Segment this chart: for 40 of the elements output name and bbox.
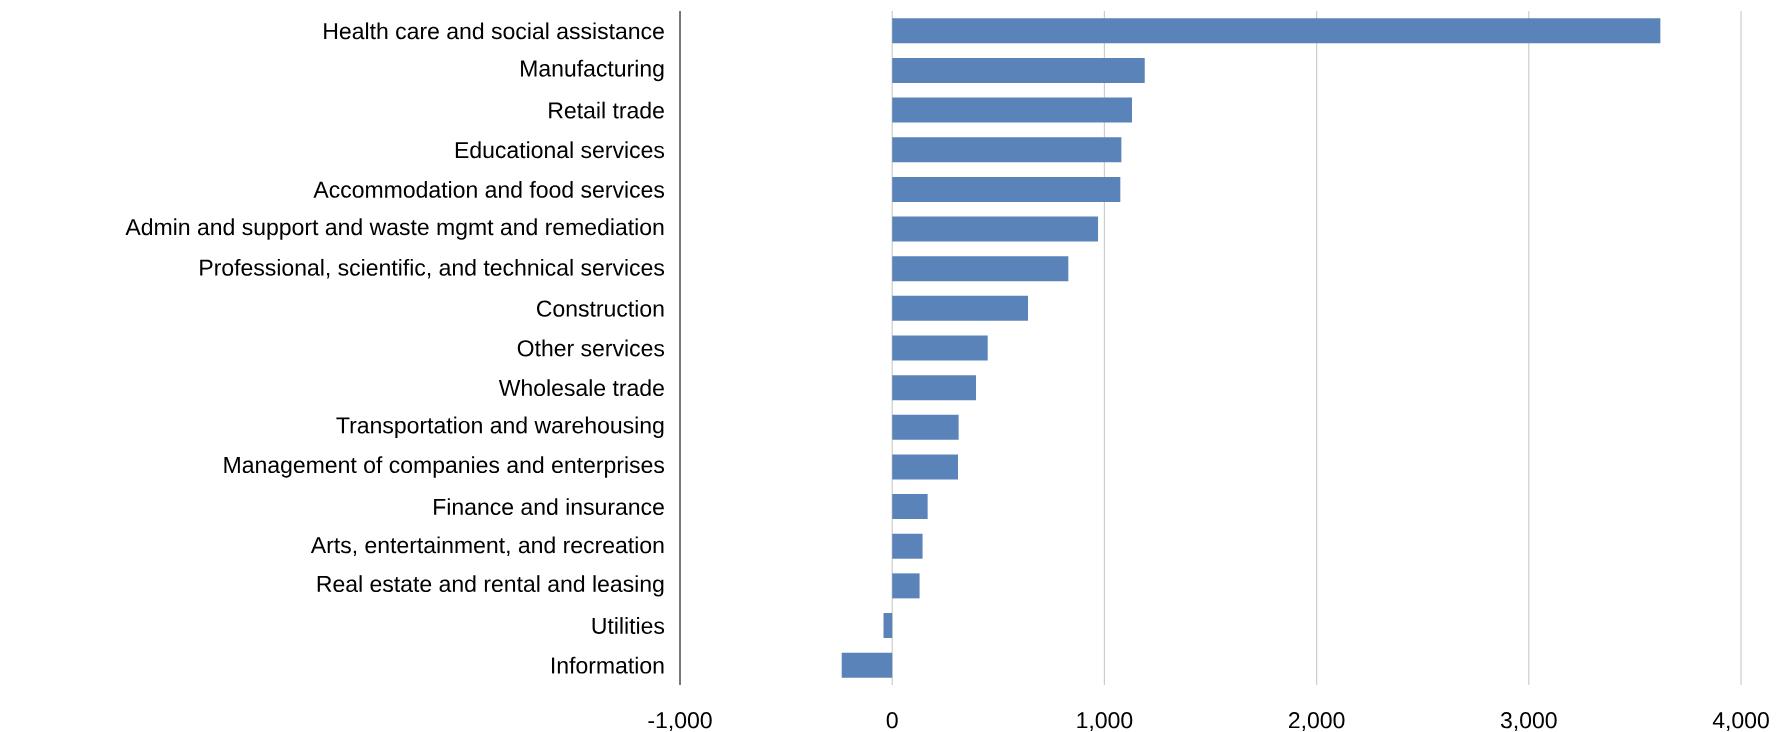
y-tick-label: Educational services: [455, 141, 665, 159]
y-tick-label: Other services: [517, 339, 665, 357]
bar: [892, 375, 977, 401]
bar: [892, 335, 988, 361]
bar: [892, 533, 923, 559]
bar: [892, 18, 1661, 44]
y-tick-label: Finance and insurance: [434, 498, 664, 516]
bar: [892, 176, 1121, 202]
y-tick-label: Information: [552, 656, 664, 674]
y-tick-label: Accommodation and food services: [313, 180, 665, 198]
x-tick-label: 4,000: [1712, 712, 1769, 732]
y-tick-label: Utilities: [592, 617, 665, 634]
y-tick-label: Arts, entertainment, and recreation: [310, 536, 664, 557]
x-tick-label: 2,000: [1288, 712, 1345, 732]
y-tick-label: Professional, scientific, and technical services: [200, 258, 665, 279]
y-tick-label: Real estate and rental and leasing: [317, 575, 664, 597]
bar: [841, 652, 893, 678]
y-tick-label: Health care and social assistance: [324, 22, 664, 40]
bar: [892, 454, 958, 480]
y-tick-label: Wholesale trade: [498, 379, 664, 397]
bar: [892, 137, 1122, 163]
x-tick-label: -1,000: [648, 712, 712, 732]
bar: [883, 613, 893, 639]
bar: [892, 414, 959, 440]
y-tick-label: Admin and support and waste mgmt and remediation: [125, 218, 664, 240]
x-tick-label: 1,000: [1077, 712, 1133, 732]
y-tick-label: Management of companies and enterprises: [224, 456, 665, 478]
y-tick-label: Transportation and warehousing: [336, 416, 664, 438]
bar: [892, 295, 1029, 321]
bar: [892, 57, 1145, 83]
bar: [892, 256, 1069, 282]
bar: [892, 216, 1099, 242]
y-tick-label: Retail trade: [549, 101, 664, 119]
bar: [892, 494, 928, 520]
x-tick-label: 3,000: [1500, 712, 1557, 732]
bar: [892, 573, 920, 599]
x-tick-label: 0: [886, 712, 898, 729]
bar: [892, 97, 1132, 123]
y-tick-label: Construction: [536, 299, 664, 317]
y-tick-label: Manufacturing: [521, 59, 664, 82]
